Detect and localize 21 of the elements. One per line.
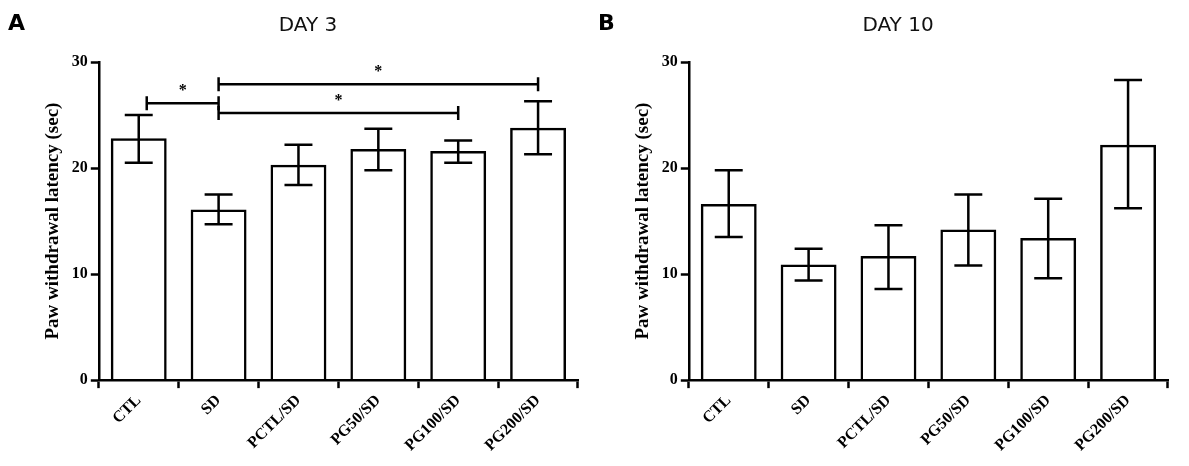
annotation: * [334, 91, 343, 109]
annotation: * [374, 62, 383, 80]
text: B [598, 10, 615, 35]
y-tick-label: 30 [71, 52, 88, 70]
x-tick-label: CTL [698, 390, 734, 427]
y-tick-label: 30 [661, 52, 678, 70]
y-tick-label: 20 [71, 158, 88, 176]
y-tick-label: 0 [669, 370, 678, 388]
y-tick-label: 10 [71, 264, 88, 282]
y-axis-title: Paw withdrawal latency (sec) [631, 102, 654, 340]
y-tick-label: 10 [661, 264, 678, 282]
x-tick-label: SD [197, 390, 224, 418]
text: A [8, 10, 26, 35]
chart-title: DAY 3 [278, 12, 338, 37]
x-tick-label: CTL [108, 390, 144, 427]
annotation: * [178, 81, 187, 99]
chart-title: DAY 10 [862, 12, 934, 37]
x-tick-label: SD [787, 390, 814, 418]
y-tick-label: 0 [79, 370, 88, 388]
y-axis-title: Paw withdrawal latency (sec) [41, 102, 64, 340]
y-tick-label: 20 [661, 158, 678, 176]
